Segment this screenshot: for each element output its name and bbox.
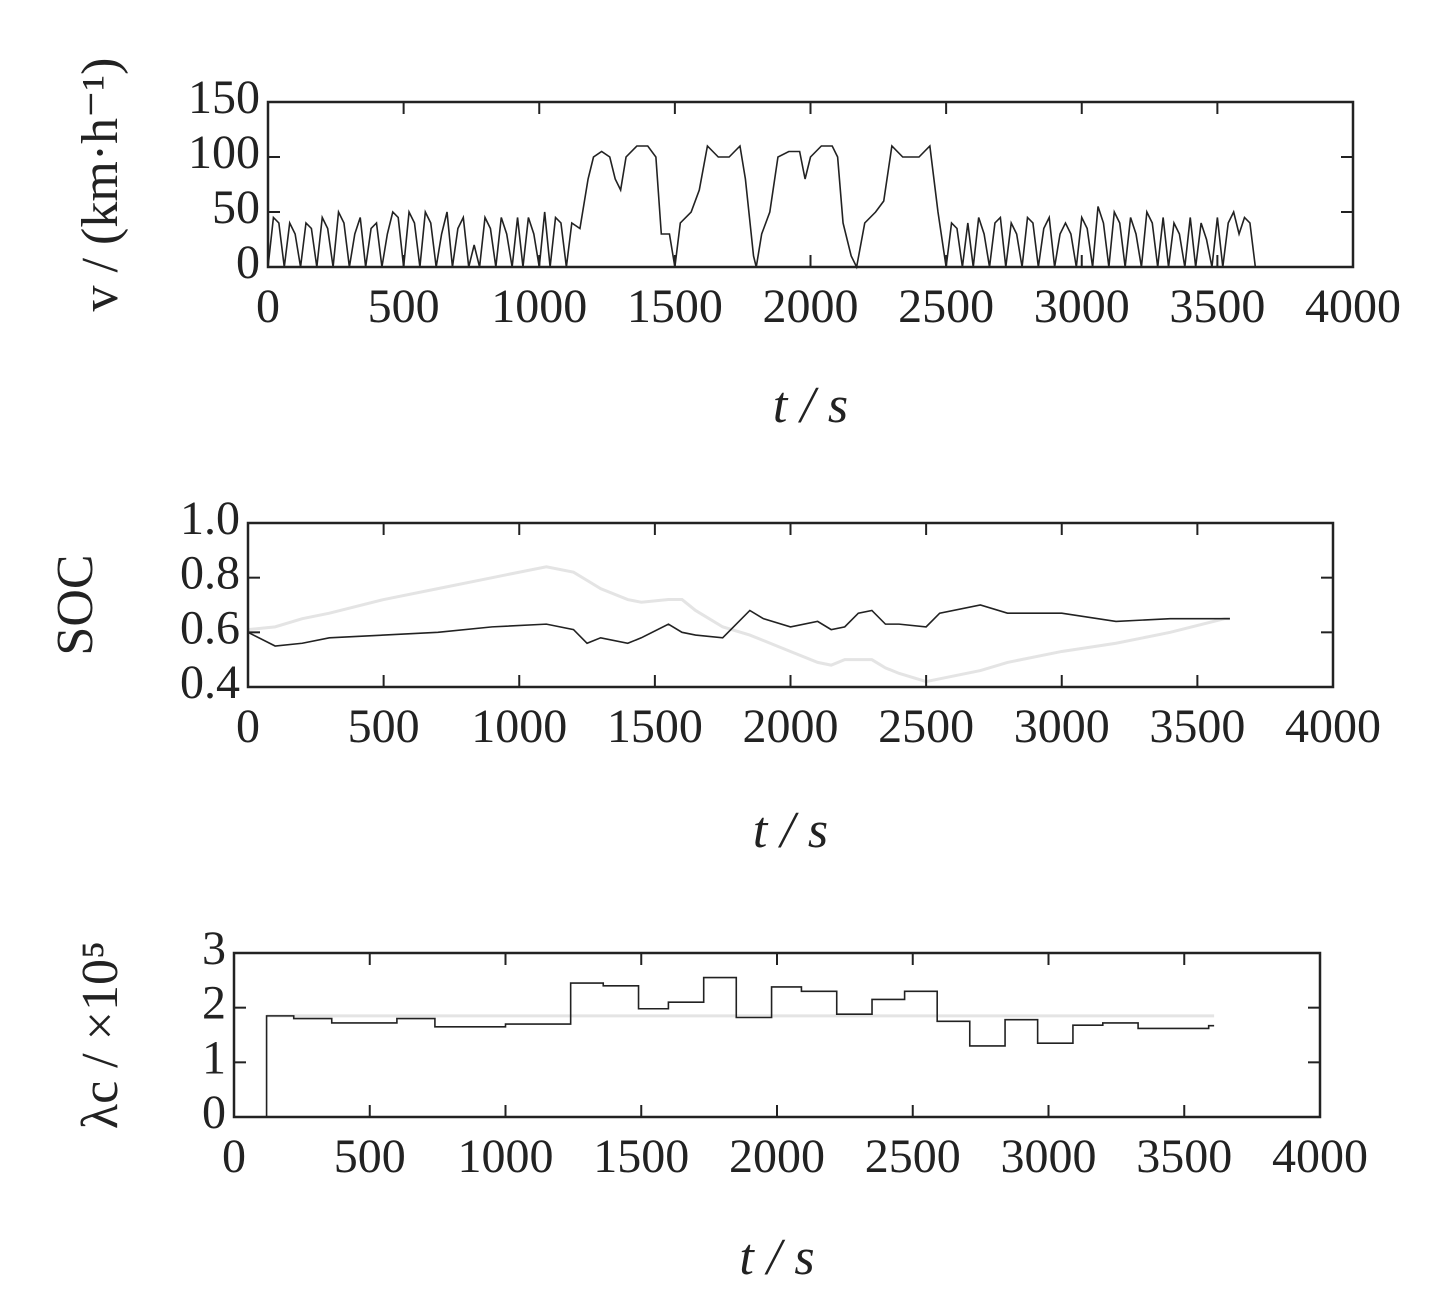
x-tick-label: 500 <box>334 1130 406 1183</box>
y-tick-label: 1.0 <box>180 492 240 545</box>
x-tick-label: 0 <box>256 280 280 333</box>
x-tick-label: 2500 <box>878 700 974 753</box>
y-axis-label: λc / ×10⁵ <box>72 941 129 1129</box>
plot-frame <box>266 100 1355 269</box>
plot-frame <box>246 521 1335 689</box>
x-tick-label: 1500 <box>593 1130 689 1183</box>
x-tick-label: 2000 <box>743 700 839 753</box>
y-tick-label: 0 <box>202 1086 226 1139</box>
x-axis-label: t / s <box>753 802 828 859</box>
x-tick-label: 1000 <box>458 1130 554 1183</box>
x-tick-label: 2500 <box>865 1130 961 1183</box>
x-tick-label: 2000 <box>729 1130 825 1183</box>
x-tick-label: 3500 <box>1136 1130 1232 1183</box>
x-tick-label: 4000 <box>1285 700 1381 753</box>
x-tick-label: 2500 <box>898 280 994 333</box>
x-tick-label: 1500 <box>607 700 703 753</box>
x-tick-label: 3000 <box>1034 280 1130 333</box>
x-tick-label: 1000 <box>491 280 587 333</box>
x-tick-label: 1000 <box>471 700 567 753</box>
y-axis-label: SOC <box>47 554 104 655</box>
x-tick-label: 4000 <box>1272 1130 1368 1183</box>
y-tick-label: 150 <box>188 71 260 124</box>
y-tick-label: 0.8 <box>180 547 240 600</box>
x-axis-label: t / s <box>773 377 848 434</box>
x-axis-label: t / s <box>739 1229 814 1286</box>
x-tick-label: 500 <box>368 280 440 333</box>
y-tick-label: 100 <box>188 126 260 179</box>
subplot: 0 500 1000 1500 2000 2500 3000 3500 400005010015… <box>72 58 1401 434</box>
plot-frame <box>232 951 1322 1119</box>
x-tick-label: 3500 <box>1169 280 1265 333</box>
y-axis-label: v / (km·h⁻¹) <box>72 58 129 312</box>
y-tick-label: 0 <box>236 236 260 289</box>
y-tick-label: 50 <box>212 181 260 234</box>
data-line <box>265 976 1215 1118</box>
y-tick-label: 0.4 <box>180 656 240 709</box>
x-tick-label: 0 <box>236 700 260 753</box>
subplot: 0 500 1000 1500 2000 2500 3000 3500 4000 0.40.60.… <box>47 492 1381 859</box>
y-tick-label: 1 <box>202 1031 226 1084</box>
data-line <box>267 144 1257 270</box>
x-tick-label: 3000 <box>1014 700 1110 753</box>
y-tick-label: 0.6 <box>180 601 240 654</box>
data-line <box>247 565 1230 684</box>
data-line <box>247 604 1230 647</box>
y-tick-label: 3 <box>202 922 226 975</box>
x-tick-label: 0 <box>222 1130 246 1183</box>
y-tick-label: 2 <box>202 977 226 1030</box>
x-tick-label: 3000 <box>1001 1130 1097 1183</box>
x-tick-label: 2000 <box>763 280 859 333</box>
x-tick-label: 500 <box>348 700 420 753</box>
x-tick-label: 1500 <box>627 280 723 333</box>
x-tick-label: 4000 <box>1305 280 1401 333</box>
x-tick-label: 3500 <box>1149 700 1245 753</box>
